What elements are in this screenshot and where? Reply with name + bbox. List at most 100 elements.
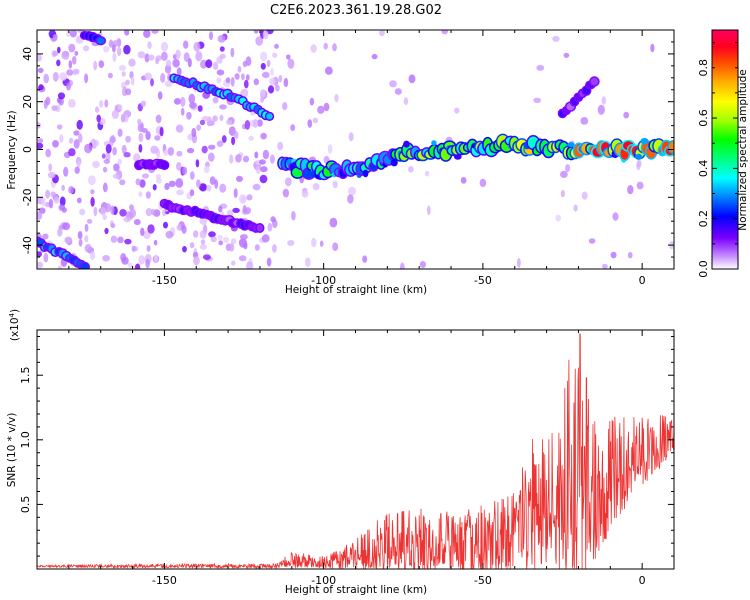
noise-blob — [216, 140, 224, 147]
y-tick-label: -40 — [21, 236, 34, 254]
noise-blob — [117, 158, 122, 165]
snr-axes: -150 -100 -50 0 0.5 1.0 1.5 — [19, 330, 675, 587]
noise-blob — [219, 114, 224, 121]
noise-blob — [93, 60, 98, 71]
noise-blob — [560, 190, 565, 198]
noise-blob — [252, 183, 261, 191]
noise-blob — [332, 180, 338, 189]
track-blob — [256, 224, 263, 232]
noise-blob — [74, 50, 79, 56]
noise-blob — [254, 151, 259, 159]
y-tick-label: 20 — [21, 95, 34, 109]
noise-blob — [189, 242, 195, 249]
noise-blob — [283, 77, 289, 88]
noise-blob — [266, 257, 272, 267]
noise-blob — [199, 119, 206, 126]
spectrogram-axes: -150 -100 -50 0 -40 -20 0 20 40 — [21, 29, 675, 287]
noise-blob — [601, 96, 607, 105]
noise-blob — [275, 84, 280, 92]
noise-blob — [234, 73, 240, 80]
noise-blob — [253, 30, 259, 34]
noise-blob — [43, 73, 49, 84]
noise-blob — [59, 204, 66, 211]
noise-blob — [260, 62, 266, 70]
noise-blob — [135, 178, 141, 186]
noise-blob — [86, 218, 93, 224]
noise-blob — [125, 88, 132, 96]
y-tick-label: -20 — [21, 188, 34, 206]
noise-blob — [163, 149, 169, 156]
noise-blob — [61, 184, 65, 191]
noise-blob — [270, 216, 276, 223]
noise-blob — [623, 111, 630, 119]
noise-blob — [323, 102, 330, 112]
noise-blob — [146, 245, 151, 252]
noise-blob — [83, 45, 90, 52]
track-blob — [674, 149, 679, 154]
noise-blob — [189, 171, 195, 180]
noise-blob — [92, 139, 97, 149]
noise-blob — [287, 240, 295, 246]
noise-blob — [588, 238, 596, 244]
noise-blob — [552, 35, 560, 42]
noise-blob — [267, 85, 275, 94]
noise-blob — [242, 60, 248, 68]
noise-blob — [230, 77, 235, 87]
noise-blob — [155, 58, 159, 65]
noise-blob — [64, 236, 73, 244]
noise-blob — [636, 159, 642, 168]
noise-blob — [627, 252, 633, 259]
noise-blob — [267, 222, 273, 232]
noise-blob — [307, 119, 313, 128]
noise-blob — [202, 254, 211, 260]
noise-blob — [93, 206, 98, 217]
x-tick-label: -50 — [474, 274, 492, 287]
noise-blob — [277, 141, 284, 151]
noise-blob — [37, 54, 42, 62]
noise-blob — [98, 60, 105, 68]
noise-blob — [278, 74, 283, 83]
noise-blob — [116, 46, 122, 57]
noise-blob — [118, 65, 126, 71]
noise-blob — [108, 39, 114, 48]
noise-blob — [76, 160, 81, 168]
noise-blob — [312, 183, 320, 191]
noise-blob — [234, 131, 239, 139]
noise-blob — [102, 166, 108, 173]
noise-blob — [112, 173, 120, 179]
noise-blob — [42, 233, 49, 240]
noise-blob — [47, 171, 56, 179]
noise-blob — [310, 44, 317, 53]
noise-blob — [57, 227, 63, 237]
noise-blob — [102, 214, 108, 221]
noise-blob — [105, 151, 111, 162]
noise-blob — [89, 251, 96, 260]
noise-blob — [68, 148, 76, 157]
track-blob — [590, 77, 599, 86]
noise-blob — [260, 51, 268, 62]
noise-blob — [112, 44, 116, 53]
noise-blob — [201, 145, 208, 154]
x-tick-label: -100 — [311, 274, 336, 287]
snr-panel: -150 -100 -50 0 0.5 1.0 1.5 Height of straight… — [6, 309, 675, 596]
noise-blob — [610, 251, 617, 259]
noise-blob — [127, 262, 133, 268]
noise-blob — [128, 58, 136, 67]
noise-blob — [37, 142, 44, 149]
noise-blob — [612, 212, 619, 221]
noise-blob — [181, 225, 187, 234]
noise-blob — [217, 35, 226, 43]
noise-blob — [210, 236, 217, 243]
noise-blob — [57, 46, 61, 54]
noise-blob — [150, 78, 154, 87]
y-tick-label: 1.0 — [19, 431, 32, 449]
noise-blob — [195, 51, 203, 62]
noise-blob — [59, 72, 67, 81]
noise-blob — [110, 205, 115, 215]
noise-blob — [260, 89, 266, 99]
noise-blob — [272, 244, 277, 253]
track-blob — [160, 161, 168, 169]
noise-blob — [161, 51, 168, 61]
noise-blob — [37, 251, 42, 258]
